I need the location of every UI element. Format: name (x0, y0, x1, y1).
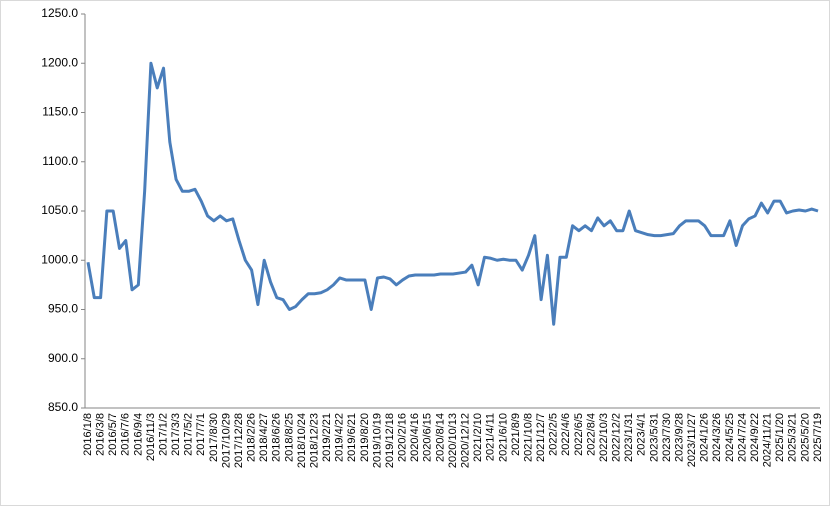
y-tick-label: 1250.0 (41, 6, 78, 20)
x-tick-label: 2018/8/25 (283, 413, 295, 462)
x-tick-label: 2022/2/5 (548, 413, 560, 456)
x-tick-label: 2018/4/27 (258, 413, 270, 462)
x-tick-label: 2016/11/3 (145, 413, 157, 461)
x-tick-label: 2019/12/18 (384, 413, 396, 468)
x-tick-label: 2016/3/8 (94, 413, 106, 456)
x-tick-label: 2019/2/21 (321, 413, 333, 462)
x-tick-label: 2024/5/25 (724, 413, 736, 462)
x-tick-label: 2018/2/26 (246, 413, 258, 462)
x-tick-label: 2024/7/24 (736, 413, 748, 462)
x-tick-label: 2022/10/3 (598, 413, 610, 462)
x-tick-label: 2025/5/20 (799, 413, 811, 462)
x-tick-label: 2022/8/4 (585, 413, 597, 456)
x-tick-label: 2021/12/7 (535, 413, 547, 462)
x-tick-label: 2023/9/28 (673, 413, 685, 462)
x-tick-label: 2016/1/8 (82, 413, 94, 456)
y-tick-label: 1150.0 (42, 105, 78, 119)
x-tick-label: 2016/9/4 (132, 413, 144, 456)
y-tick-label: 850.0 (48, 400, 78, 414)
x-tick-label: 2017/3/3 (170, 413, 182, 456)
data-line (86, 61, 819, 326)
x-tick-label: 2019/8/20 (359, 413, 371, 462)
x-tick-label: 2022/4/6 (560, 413, 572, 456)
x-tick-label: 2017/7/1 (195, 413, 207, 456)
x-tick-label: 2019/4/22 (334, 413, 346, 462)
x-tick-label: 2016/7/6 (120, 413, 132, 456)
x-tick-label: 2025/3/21 (787, 413, 799, 462)
x-tick-label: 2018/12/23 (308, 413, 320, 468)
x-tick-label: 2024/9/22 (749, 413, 761, 462)
y-tick-label: 900.0 (48, 351, 78, 365)
x-tick-label: 2018/10/24 (296, 413, 308, 468)
x-tick-label: 2017/1/2 (157, 413, 169, 456)
x-tick-label: 2021/2/10 (472, 413, 484, 462)
x-tick-label: 2020/4/16 (409, 413, 421, 462)
x-tick-label: 2017/10/29 (220, 413, 232, 468)
x-tick-label: 2024/11/21 (762, 413, 774, 467)
x-tick-label: 2025/7/19 (812, 413, 824, 462)
y-tick-label: 1050.0 (41, 203, 78, 217)
y-tick-label: 1200.0 (41, 55, 78, 69)
x-tick-label: 2023/7/30 (661, 413, 673, 462)
x-tick-label: 2019/6/21 (346, 413, 358, 462)
y-tick-label: 950.0 (48, 302, 78, 316)
x-tick-label: 2020/2/16 (397, 413, 409, 462)
x-tick-label: 2025/1/20 (774, 413, 786, 462)
x-tick-label: 2024/3/26 (711, 413, 723, 462)
y-tick-label: 1000.0 (41, 252, 78, 266)
x-tick-label: 2022/12/2 (611, 413, 623, 462)
x-tick-label: 2023/11/27 (686, 413, 698, 467)
y-tick-label: 1100.0 (42, 154, 78, 168)
x-tick-label: 2023/4/1 (636, 413, 648, 456)
x-tick-label: 2017/12/28 (233, 413, 245, 468)
x-tick-label: 2019/10/19 (371, 413, 383, 468)
x-tick-label: 2021/10/8 (522, 413, 534, 462)
x-tick-label: 2021/8/9 (510, 413, 522, 456)
x-tick-label: 2020/8/14 (434, 413, 446, 462)
x-tick-label: 2020/6/15 (422, 413, 434, 462)
x-tick-label: 2016/5/7 (107, 413, 119, 456)
x-tick-label: 2017/5/2 (183, 413, 195, 456)
x-tick-label: 2020/10/13 (447, 413, 459, 468)
x-tick-label: 2024/1/26 (699, 413, 711, 462)
x-tick-label: 2018/6/26 (271, 413, 283, 462)
x-tick-label: 2023/1/31 (623, 413, 635, 462)
x-tick-label: 2023/5/31 (648, 413, 660, 462)
x-tick-label: 2022/6/5 (573, 413, 585, 456)
x-tick-label: 2017/8/30 (208, 413, 220, 462)
x-tick-label: 2021/4/11 (485, 413, 497, 461)
x-tick-label: 2021/6/10 (497, 413, 509, 462)
x-tick-label: 2020/12/12 (459, 413, 471, 468)
